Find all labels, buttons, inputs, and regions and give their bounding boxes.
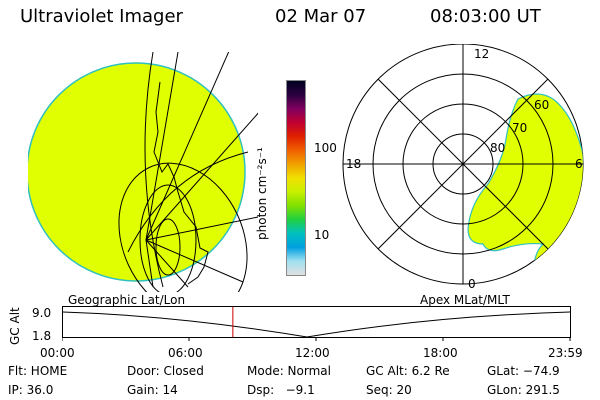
info-flight: Flt: HOME — [8, 364, 68, 378]
geographic-disk — [28, 62, 246, 282]
polar-grid — [343, 44, 583, 284]
info-door: Door: Closed — [127, 364, 204, 378]
info-gc-alt: GC Alt: 6.2 Re — [366, 364, 450, 378]
info-glat: GLat: −74.9 — [487, 364, 560, 378]
mlt-label-18: 18 — [346, 157, 361, 171]
mlat-label-80: 80 — [490, 141, 505, 155]
info-dsp: Dsp: −9.1 — [247, 383, 315, 397]
coastline — [153, 81, 209, 285]
colorbar-label: photon cm⁻²s⁻¹ — [255, 147, 269, 240]
info-seq: Seq: 20 — [366, 383, 412, 397]
alt-xtick-1800: 18:00 — [423, 346, 458, 360]
geo-panel-label: Geographic Lat/Lon — [68, 293, 186, 307]
polar-image: 12 18 6 0 60 70 80 — [342, 44, 584, 291]
date-label: 02 Mar 07 — [275, 6, 367, 27]
mlat-label-70: 70 — [512, 121, 527, 135]
colorbar — [286, 80, 306, 276]
alt-plot-ylabel: GC Alt — [8, 307, 22, 345]
alt-xtick-1200: 12:00 — [295, 346, 330, 360]
instrument-title: Ultraviolet Imager — [20, 6, 183, 27]
info-gain: Gain: 14 — [127, 383, 178, 397]
alt-xtick-2359: 23:59 — [548, 346, 583, 360]
alt-ytick-bottom: 1.8 — [32, 329, 52, 343]
info-glon: GLon: 291.5 — [487, 383, 560, 397]
polar-panel-label: Apex MLat/MLT — [420, 293, 510, 307]
colorbar-tick-100: 100 — [314, 141, 337, 155]
alt-ytick-top: 9.0 — [32, 306, 52, 320]
alt-xtick-0000: 00:00 — [40, 346, 75, 360]
mlt-label-12: 12 — [474, 47, 489, 61]
info-ip: IP: 36.0 — [8, 383, 54, 397]
geographic-image — [28, 52, 258, 292]
geographic-grid — [118, 52, 258, 292]
altitude-plot — [62, 306, 571, 341]
alt-xtick-0600: 06:00 — [168, 346, 203, 360]
mlt-label-0: 0 — [468, 277, 476, 291]
mlt-label-6: 6 — [575, 157, 583, 171]
colorbar-tick-10: 10 — [314, 228, 330, 242]
mlat-label-60: 60 — [534, 98, 549, 112]
time-label: 08:03:00 UT — [430, 6, 541, 27]
altitude-curve — [62, 311, 571, 338]
info-mode: Mode: Normal — [247, 364, 331, 378]
